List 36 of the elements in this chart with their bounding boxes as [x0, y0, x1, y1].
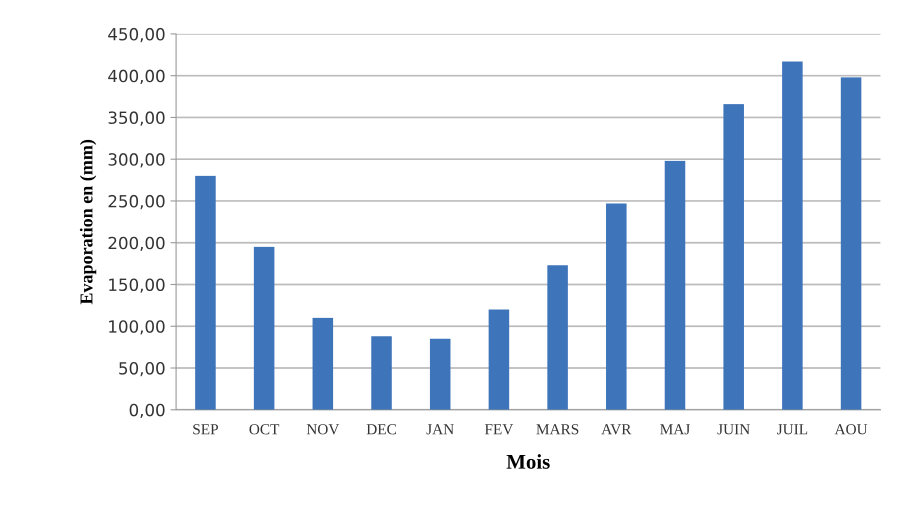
- x-tick-label: JUIL: [777, 424, 808, 434]
- bar: [664, 160, 686, 410]
- bar: [312, 318, 334, 410]
- x-axis-title: Mois: [506, 454, 550, 469]
- x-tick-label: MAJ: [660, 424, 690, 434]
- y-tick-label: 200,00: [108, 236, 165, 251]
- x-tick-label: AVR: [601, 424, 632, 434]
- x-tick-label: JAN: [426, 424, 454, 434]
- x-tick-label: NOV: [306, 424, 340, 434]
- bar: [430, 338, 450, 410]
- y-tick-label: 400,00: [108, 70, 165, 84]
- x-tick-label: MARS: [536, 424, 578, 434]
- bar: [547, 265, 568, 410]
- bar: [195, 176, 216, 410]
- y-tick-label: 100,00: [109, 320, 165, 335]
- x-tick-label: FEV: [484, 424, 514, 434]
- bar: [606, 203, 627, 410]
- x-tick-label: OCT: [249, 424, 280, 434]
- x-tick-label: SEP: [193, 424, 218, 434]
- x-tick-label: JUIN: [717, 424, 750, 434]
- bar: [840, 77, 862, 410]
- bar: [488, 310, 510, 410]
- bar: [254, 246, 274, 410]
- y-tick-label: 300,00: [108, 153, 165, 168]
- x-tick-label: AOU: [834, 424, 868, 434]
- y-axis-title: Evaporation en (mm): [80, 140, 96, 304]
- y-tick-label: 150,00: [109, 278, 165, 293]
- bar: [782, 61, 803, 410]
- x-tick-label: DEC: [366, 424, 396, 434]
- y-tick-label: 50,00: [119, 362, 165, 376]
- y-tick-label: 350,00: [108, 111, 165, 126]
- bar: [723, 104, 744, 410]
- bar: [371, 336, 392, 410]
- y-tick-label: 250,00: [108, 194, 165, 210]
- y-tick-label: 450,00: [108, 28, 165, 42]
- y-tick-label: 0,00: [130, 404, 165, 418]
